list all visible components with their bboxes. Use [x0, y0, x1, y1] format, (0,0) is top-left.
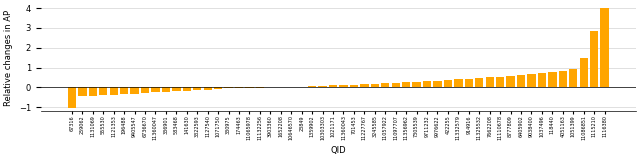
Bar: [454, 80, 463, 87]
Bar: [527, 74, 536, 87]
Bar: [506, 76, 515, 87]
Bar: [256, 87, 264, 88]
Bar: [486, 77, 494, 87]
Bar: [360, 84, 369, 87]
Bar: [193, 87, 202, 90]
Bar: [559, 70, 567, 87]
Bar: [475, 78, 483, 87]
Bar: [548, 72, 557, 87]
Bar: [204, 87, 212, 90]
Bar: [172, 87, 180, 91]
X-axis label: QID: QID: [330, 146, 346, 155]
Bar: [141, 87, 149, 93]
Bar: [298, 86, 306, 87]
Bar: [78, 87, 86, 96]
Bar: [214, 87, 222, 89]
Bar: [339, 85, 348, 87]
Bar: [329, 85, 337, 87]
Bar: [120, 87, 129, 94]
Bar: [151, 87, 159, 92]
Bar: [68, 87, 76, 108]
Bar: [371, 84, 379, 87]
Bar: [162, 87, 170, 92]
Bar: [319, 86, 327, 87]
Bar: [381, 83, 390, 87]
Bar: [402, 82, 410, 87]
Bar: [433, 81, 442, 87]
Bar: [182, 87, 191, 91]
Bar: [225, 87, 233, 88]
Bar: [590, 31, 598, 87]
Bar: [580, 58, 588, 87]
Bar: [538, 73, 546, 87]
Bar: [245, 87, 253, 88]
Bar: [569, 69, 577, 87]
Bar: [412, 82, 420, 87]
Bar: [392, 83, 400, 87]
Bar: [423, 81, 431, 87]
Bar: [444, 80, 452, 87]
Bar: [109, 87, 118, 95]
Bar: [496, 77, 504, 87]
Bar: [131, 87, 139, 94]
Bar: [99, 87, 108, 95]
Bar: [308, 86, 316, 87]
Bar: [517, 75, 525, 87]
Bar: [235, 87, 243, 88]
Bar: [349, 85, 358, 87]
Bar: [600, 8, 609, 87]
Bar: [88, 87, 97, 96]
Bar: [465, 79, 473, 87]
Y-axis label: Relative changes in AP: Relative changes in AP: [4, 10, 13, 106]
